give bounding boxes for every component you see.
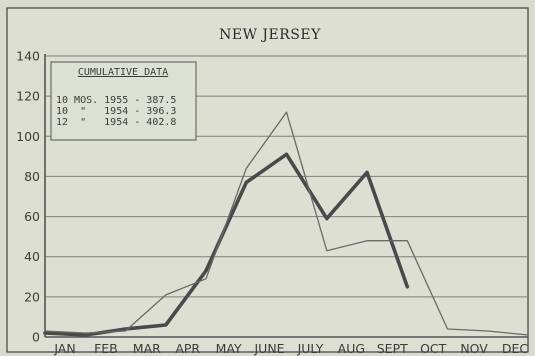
y-tick-label: 40 — [24, 249, 40, 264]
chart-title: NEW JERSEY — [219, 27, 321, 43]
y-tick-label: 140 — [16, 49, 40, 64]
x-tick-label: OCT — [420, 341, 447, 356]
x-tick-label: JULY — [297, 341, 324, 356]
legend-row-3: 12 " 1954 - 402.8 — [56, 117, 176, 128]
chart-frame — [6, 7, 529, 353]
legend-box-frame — [50, 61, 197, 141]
x-tick-label: JAN — [53, 341, 75, 356]
axes: 0 20 40 60 80 100 120 140 JAN FEB MAR APR MAY JUNE JUL… — [16, 49, 528, 356]
x-tick-label: SEPT — [377, 341, 408, 356]
legend-row-2: 10 " 1954 - 396.3 — [56, 106, 176, 117]
legend-row-1: 10 MOS. 1955 - 387.5 — [56, 95, 176, 106]
x-tick-label: MAY — [216, 341, 242, 356]
series-line-2 — [44, 111, 529, 336]
legend-box: CUMULATIVE DATA 10 MOS. 1955 - 387.5 10 … — [50, 61, 197, 141]
legend-heading: CUMULATIVE DATA — [78, 67, 168, 78]
y-tick-label: 100 — [16, 129, 40, 144]
x-tick-label: FEB — [94, 341, 118, 356]
series — [43, 111, 529, 337]
y-tick-label: 0 — [32, 330, 40, 345]
x-tick-label: APR — [175, 341, 200, 356]
y-tick-label: 120 — [16, 89, 40, 104]
y-tick-label: 80 — [24, 169, 40, 184]
x-tick-label: NOV — [460, 341, 488, 356]
y-tick-label: 60 — [24, 209, 40, 224]
x-tick-label: AUG — [338, 341, 365, 356]
x-tick-label: JUNE — [253, 341, 284, 356]
grid — [45, 55, 528, 298]
x-tick-label: DEC — [502, 341, 529, 356]
y-tick-label: 20 — [24, 289, 40, 304]
x-tick-label: MAR — [133, 341, 161, 356]
